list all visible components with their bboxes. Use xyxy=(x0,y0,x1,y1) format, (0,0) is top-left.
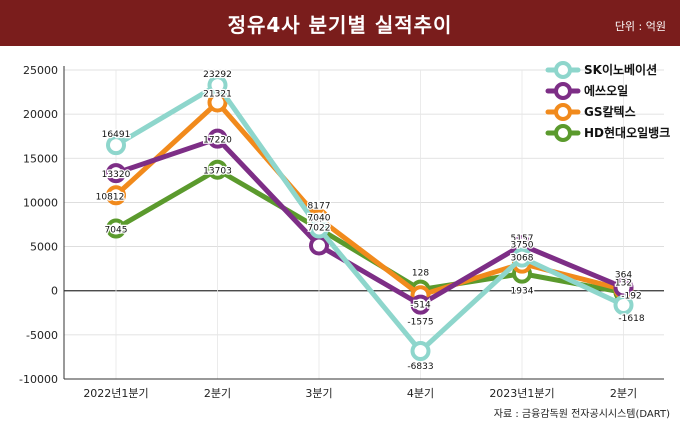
y-tick-label: 20000 xyxy=(23,108,58,121)
series-line xyxy=(113,136,626,308)
data-label: 5157 xyxy=(511,234,534,244)
data-label: 13703 xyxy=(203,167,232,177)
legend-label: 에쓰오일 xyxy=(584,83,628,98)
data-label: 364 xyxy=(615,271,632,281)
data-point xyxy=(106,163,126,184)
data-point xyxy=(410,341,431,362)
legend-marker xyxy=(554,124,572,142)
data-label: 5117 xyxy=(308,215,331,225)
data-label: -192 xyxy=(621,291,641,301)
series-line xyxy=(113,82,626,354)
data-point xyxy=(106,135,126,156)
y-tick-label: -5000 xyxy=(26,329,58,342)
data-label: 3750 xyxy=(511,241,534,251)
data-label: -514 xyxy=(410,300,431,310)
data-label: 13320 xyxy=(102,170,131,180)
data-label: -1575 xyxy=(407,318,433,328)
x-tick-label: 2022년1분기 xyxy=(83,387,148,400)
legend-marker xyxy=(554,103,572,121)
data-label: 21321 xyxy=(203,89,232,99)
y-tick-label: -10000 xyxy=(19,373,58,386)
legend-label: SK이노베이션 xyxy=(584,62,657,77)
data-point xyxy=(207,75,228,96)
data-label: 10812 xyxy=(96,192,125,202)
data-point xyxy=(309,218,329,239)
title-banner: 정유4사 분기별 실적추이 단위 : 억원 xyxy=(0,0,680,46)
data-point xyxy=(613,294,634,315)
legend-marker xyxy=(554,82,572,100)
data-label: 16491 xyxy=(102,130,131,140)
data-point xyxy=(309,235,329,256)
data-label: 8177 xyxy=(308,202,331,212)
x-tick-label: 3분기 xyxy=(305,387,332,400)
data-label: 23292 xyxy=(203,70,232,80)
y-tick-label: 25000 xyxy=(23,64,58,77)
data-label: 128 xyxy=(412,269,429,279)
data-label: 7022 xyxy=(308,224,331,234)
data-label: -6833 xyxy=(407,362,433,372)
legend-marker xyxy=(554,61,572,79)
data-point xyxy=(207,128,228,149)
data-point xyxy=(512,247,532,268)
y-tick-label: 0 xyxy=(51,285,58,298)
data-label: 132 xyxy=(615,279,632,289)
y-tick-label: 15000 xyxy=(23,152,58,165)
chart-title: 정유4사 분기별 실적추이 xyxy=(227,13,453,37)
legend-label: GS칼텍스 xyxy=(584,104,636,119)
source-note: 자료 : 금융감독원 전자공시시스템(DART) xyxy=(493,409,670,420)
data-label: -1618 xyxy=(618,314,644,324)
x-tick-label: 2023년1분기 xyxy=(489,387,554,400)
data-label: 1934 xyxy=(511,287,534,297)
unit-label: 단위 : 억원 xyxy=(614,20,666,33)
x-tick-label: 2분기 xyxy=(610,387,637,400)
data-point xyxy=(106,185,126,206)
data-point xyxy=(106,218,126,239)
data-label: 7045 xyxy=(105,226,128,236)
data-point xyxy=(410,294,431,315)
x-tick-label: 2분기 xyxy=(204,387,231,400)
x-tick-label: 4분기 xyxy=(407,387,434,400)
y-tick-label: 10000 xyxy=(23,196,58,209)
y-tick-label: 5000 xyxy=(30,241,58,254)
data-point xyxy=(207,159,228,180)
legend-label: HD현대오일뱅크 xyxy=(584,125,670,140)
data-label: 17220 xyxy=(203,136,232,146)
data-label: 7040 xyxy=(308,214,331,224)
data-label: 3068 xyxy=(511,254,534,264)
